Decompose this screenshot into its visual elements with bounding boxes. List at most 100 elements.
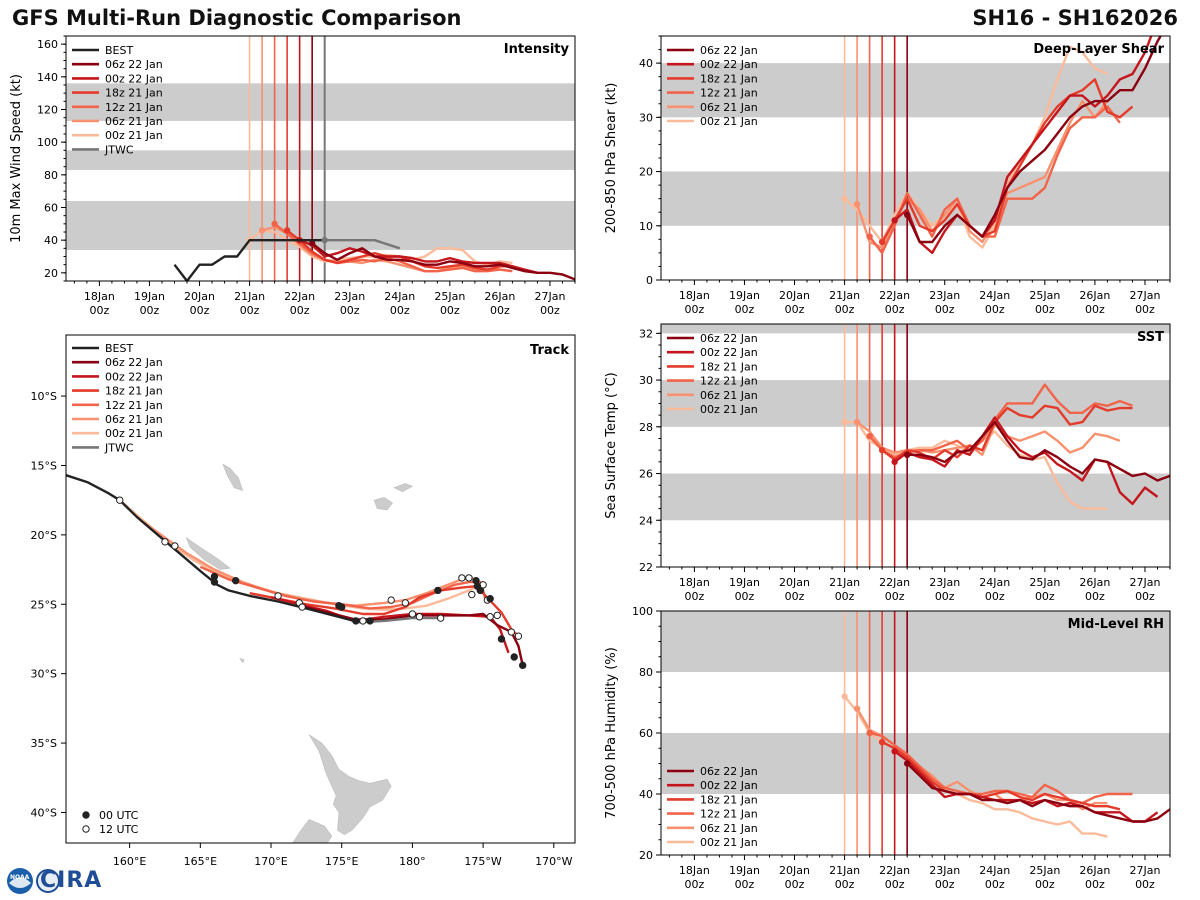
track-series-2 <box>249 585 518 636</box>
track-best-marker <box>231 576 240 585</box>
intensity-xtick-label-hour: 00z <box>240 304 260 317</box>
shear-xtick-label: 22Jan <box>879 289 910 302</box>
intensity-legend-label: 00z 21 Jan <box>105 129 163 142</box>
track-run-marker <box>335 601 343 610</box>
intensity-band <box>66 83 575 121</box>
shear-legend-label: 12z 21 Jan <box>700 87 758 100</box>
track-best-marker <box>171 542 179 550</box>
rh-xtick-label-hour: 00z <box>1085 878 1105 891</box>
shear-ylabel: 200-850 hPa Shear (kt) <box>604 83 619 234</box>
shear-xtick-label: 26Jan <box>1079 289 1110 302</box>
track-best-series <box>66 474 360 624</box>
shear-xtick-label: 24Jan <box>979 289 1010 302</box>
rh-legend-label: 06z 22 Jan <box>700 765 758 778</box>
sst-xtick-label: 25Jan <box>1029 576 1060 589</box>
rh-legend-label: 06z 21 Jan <box>700 822 758 835</box>
rh-legend-label: 12z 21 Jan <box>700 808 758 821</box>
intensity-legend-label: 00z 22 Jan <box>105 72 163 85</box>
rh-xtick-label: 18Jan <box>679 864 710 877</box>
track-legend-label: JTWC <box>104 441 134 454</box>
track-panel: 160°E 165°E 170°E 175°E 180° 175°W 170°W 10°S 15… <box>31 334 576 868</box>
shear-panel-label: Deep-Layer Shear <box>1033 42 1164 57</box>
sst-series-start-dot <box>866 432 873 440</box>
rh-ytick-label: 100 <box>632 605 653 618</box>
cira-globe-icon <box>36 869 60 893</box>
rh-series-start-dot <box>866 729 873 737</box>
track-marker-legend-symbol <box>82 811 90 819</box>
sst-band <box>661 473 1170 521</box>
cira-logo-text: CIRA <box>40 868 103 893</box>
sst-xtick-label: 19Jan <box>729 576 760 589</box>
shear-ytick-label: 40 <box>639 57 653 70</box>
intensity-series-1 <box>299 239 538 274</box>
sst-ylabel: Sea Surface Temp (°C) <box>604 372 619 519</box>
track-best-marker <box>161 538 169 546</box>
noaa-logo-text: NOAA <box>10 874 30 881</box>
intensity-xtick-label-hour: 00z <box>540 304 560 317</box>
intensity-xtick-label: 21Jan <box>234 290 265 303</box>
intensity-ytick-label: 100 <box>37 136 58 149</box>
track-legend-label: 12z 21 Jan <box>105 399 163 412</box>
sst-series-start-dot <box>853 418 861 426</box>
intensity-xtick-label-hour: 00z <box>290 304 310 317</box>
rh-xtick-label-hour: 00z <box>1135 878 1155 891</box>
sst-xtick-label: 18Jan <box>679 576 710 589</box>
track-ytick-label: 10°S <box>31 390 57 403</box>
sst-series-4 <box>856 421 1121 456</box>
shear-series-group <box>841 36 1162 255</box>
track-legend-label: 06z 21 Jan <box>105 413 163 426</box>
sst-ytick-label: 22 <box>639 561 653 574</box>
track-map-area <box>66 463 527 843</box>
track-xtick-label: 160°E <box>113 855 146 868</box>
track-marker-legend-label: 12 UTC <box>99 823 139 836</box>
rh-xtick-label: 24Jan <box>979 864 1010 877</box>
track-xtick-label: 170°E <box>254 855 287 868</box>
track-legend-label: BEST <box>105 342 133 355</box>
rh-band <box>661 611 1170 672</box>
track-run-marker <box>408 610 417 618</box>
track-xtick-label: 180° <box>399 855 426 868</box>
track-run-marker <box>436 614 445 622</box>
sst-xtick-label: 27Jan <box>1129 576 1160 589</box>
intensity-series-0 <box>311 242 575 281</box>
shear-legend-label: 00z 22 Jan <box>700 58 758 71</box>
land-fiji-vanua-levu <box>393 483 414 493</box>
rh-xtick-label-hour: 00z <box>735 878 755 891</box>
land-vanuatu <box>222 463 244 491</box>
track-run-marker <box>507 628 516 636</box>
rh-panel: 2040608010018Jan00z19Jan00z20Jan00z21Jan… <box>604 605 1171 891</box>
shear-xtick-label: 18Jan <box>679 289 710 302</box>
sst-xtick-label: 26Jan <box>1079 576 1110 589</box>
rh-series-group <box>841 693 1170 838</box>
intensity-ytick-label: 60 <box>44 202 58 215</box>
track-run-marker <box>486 613 494 621</box>
intensity-xtick-label: 24Jan <box>384 290 415 303</box>
shear-series-start-dot <box>891 217 898 224</box>
sst-series-start-dot <box>841 418 848 426</box>
rh-series-3 <box>869 731 1133 805</box>
rh-xtick-label-hour: 00z <box>685 878 705 891</box>
sst-legend-label: 00z 21 Jan <box>700 403 758 416</box>
track-run-marker <box>468 590 476 599</box>
sst-xtick-label-hour: 00z <box>985 590 1005 603</box>
shear-series-0 <box>906 36 1162 244</box>
intensity-xtick-label-hour: 00z <box>390 304 410 317</box>
rh-legend-label: 18z 21 Jan <box>700 793 758 806</box>
land-norfolk <box>239 657 245 664</box>
rh-xtick-label-hour: 00z <box>1035 878 1055 891</box>
sst-legend-label: 18z 21 Jan <box>700 360 758 373</box>
intensity-xtick-label: 22Jan <box>284 290 315 303</box>
sst-ytick-label: 26 <box>639 468 653 481</box>
land-fiji-viti-levu <box>373 497 394 511</box>
track-run-marker <box>497 635 506 643</box>
intensity-xtick-label-hour: 00z <box>340 304 360 317</box>
shear-band <box>661 63 1170 118</box>
sst-xtick-label: 22Jan <box>879 576 910 589</box>
track-ytick-label: 20°S <box>31 529 57 542</box>
shear-xtick-label: 21Jan <box>829 289 860 302</box>
intensity-band <box>66 150 575 170</box>
shear-ytick-label: 30 <box>639 111 653 124</box>
rh-xtick-label-hour: 00z <box>835 878 855 891</box>
intensity-series-start-dot <box>308 240 316 247</box>
rh-series-0 <box>906 762 1170 823</box>
